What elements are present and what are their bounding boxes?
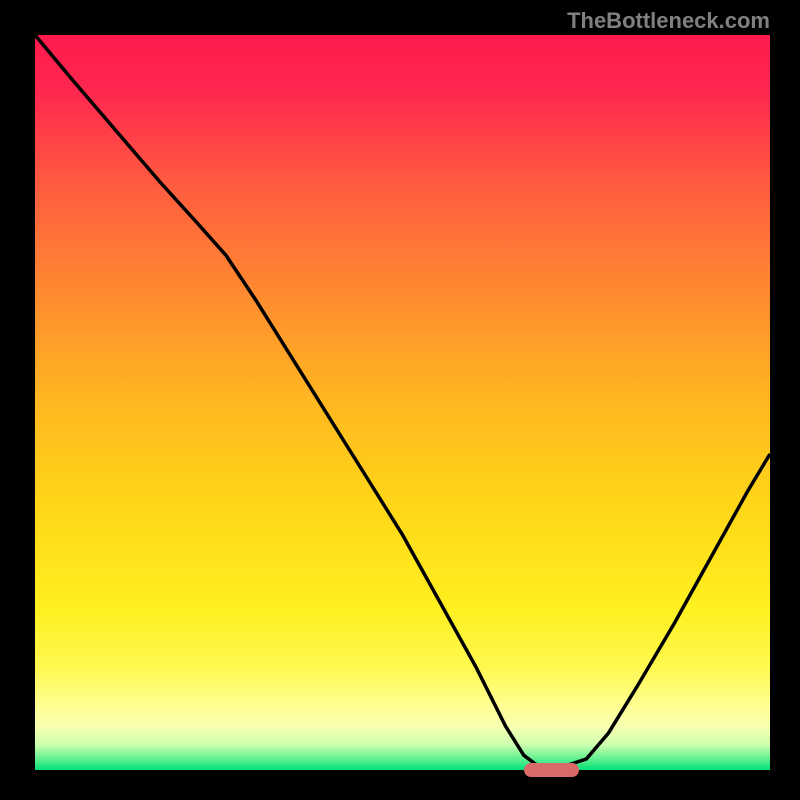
bottleneck-chart: [35, 35, 770, 770]
optimal-marker: [524, 763, 579, 777]
gradient-background: [35, 35, 770, 770]
chart-svg: [35, 35, 770, 770]
watermark-text: TheBottleneck.com: [567, 8, 770, 34]
